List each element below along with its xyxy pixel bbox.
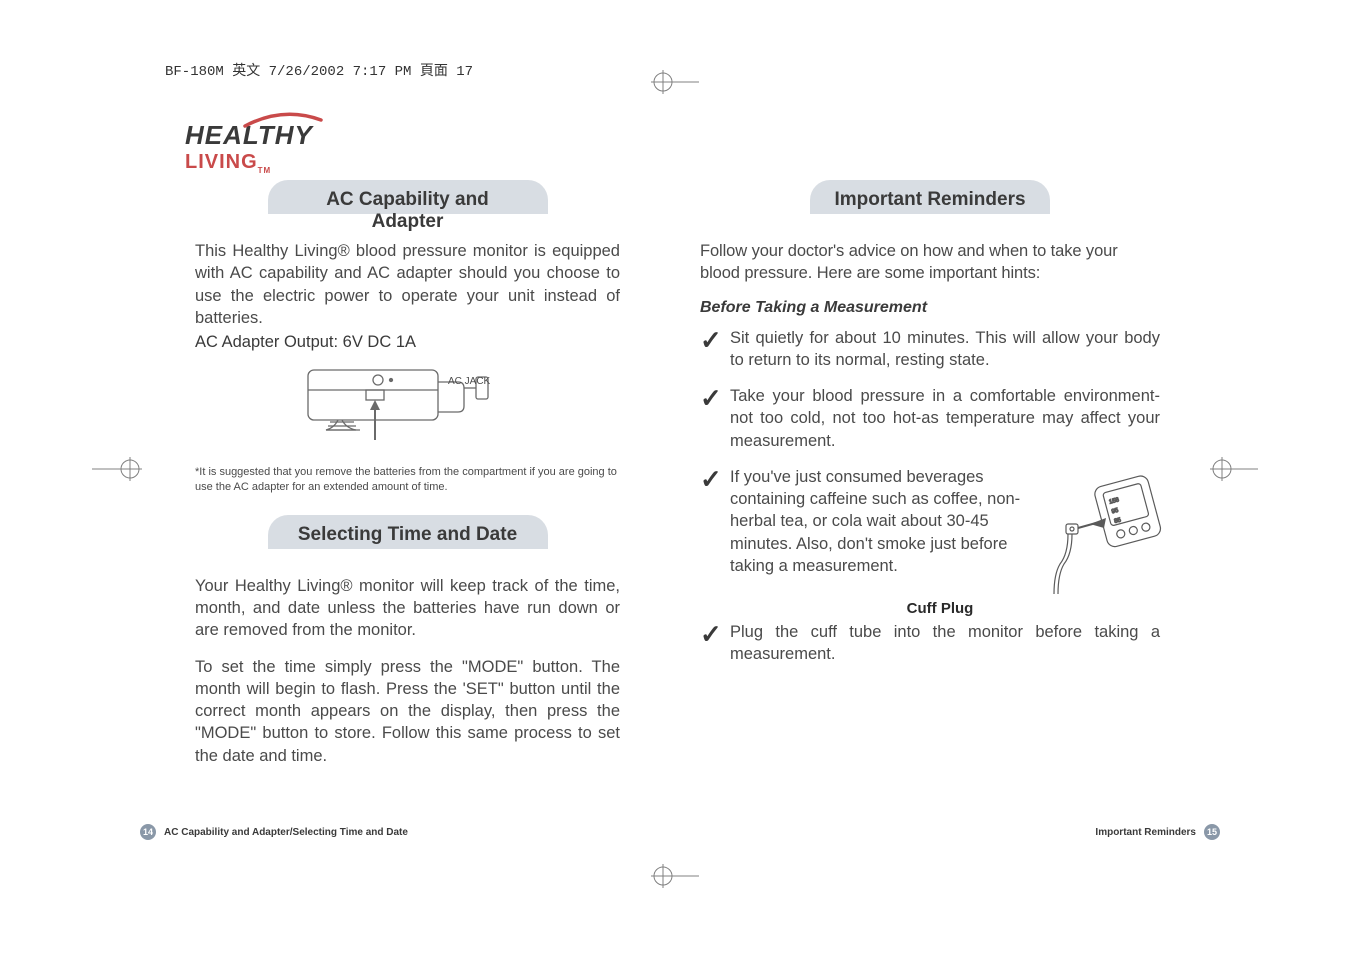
time-para1: Your Healthy Living® monitor will keep t… [195, 575, 620, 642]
reminders-list: ✓ Sit quietly for about 10 minutes. This… [700, 327, 1160, 666]
footer-right: Important Reminders 15 [1095, 824, 1220, 840]
reminder-text-2: Take your blood pressure in a comfortabl… [730, 385, 1160, 452]
ac-jack-label: AC JACK [448, 376, 491, 387]
swoosh-icon [243, 112, 323, 130]
section-heading-reminders: Important Reminders [700, 180, 1160, 230]
section-heading-ac: AC Capability and Adapter [195, 180, 620, 230]
crop-mark-top [651, 68, 701, 96]
reminders-title: Important Reminders [834, 189, 1026, 211]
time-para2: To set the time simply press the "MODE" … [195, 656, 620, 767]
ac-footnote: *It is suggested that you remove the bat… [195, 465, 620, 495]
reminders-intro: Follow your doctor's advice on how and w… [700, 240, 1160, 285]
check-icon: ✓ [700, 327, 730, 353]
logo-tm: TM [258, 166, 272, 175]
logo-line1: HEALTHY [185, 120, 335, 151]
list-item: ✓ If you've just consumed beverages cont… [700, 466, 1160, 586]
crop-mark-left [92, 455, 142, 483]
list-item: ✓ Sit quietly for about 10 minutes. This… [700, 327, 1160, 372]
page-spread: HEALTHY LIVINGTM AC Capability and Adapt… [140, 120, 1220, 840]
page-number-right: 15 [1204, 824, 1220, 840]
monitor-cuff-diagram: 158 95 85 [1030, 466, 1170, 586]
footer-right-text: Important Reminders [1095, 827, 1196, 838]
logo-line2-text: LIVING [185, 151, 258, 173]
check-icon: ✓ [700, 621, 730, 647]
ac-paragraph: This Healthy Living® blood pressure moni… [195, 240, 620, 329]
crop-mark-bottom [651, 862, 701, 890]
cuff-plug-label: Cuff Plug [840, 600, 1040, 617]
page-number-left: 14 [140, 824, 156, 840]
before-heading: Before Taking a Measurement [700, 299, 1160, 317]
footer-left-text: AC Capability and Adapter/Selecting Time… [164, 827, 408, 838]
left-column: AC Capability and Adapter This Healthy L… [195, 180, 620, 767]
reminder-text-1: Sit quietly for about 10 minutes. This w… [730, 327, 1160, 372]
logo-line2: LIVINGTM [185, 151, 335, 175]
list-item: ✓ Take your blood pressure in a comforta… [700, 385, 1160, 452]
time-title: Selecting Time and Date [292, 524, 524, 546]
brand-logo: HEALTHY LIVINGTM [185, 120, 335, 175]
right-column: Important Reminders Follow your doctor's… [700, 180, 1160, 679]
ac-title: AC Capability and Adapter [292, 189, 524, 233]
ac-spec: AC Adapter Output: 6V DC 1A [195, 333, 620, 352]
reminder-text-4: Plug the cuff tube into the monitor befo… [730, 621, 1160, 666]
section-heading-time: Selecting Time and Date [195, 515, 620, 565]
prepress-slug: BF-180M 英文 7/26/2002 7:17 PM 頁面 17 [165, 60, 473, 80]
check-icon: ✓ [700, 466, 730, 492]
list-item: ✓ Plug the cuff tube into the monitor be… [700, 621, 1160, 666]
footer-left: 14 AC Capability and Adapter/Selecting T… [140, 824, 408, 840]
check-icon: ✓ [700, 385, 730, 411]
ac-jack-diagram: AC JACK [195, 362, 620, 457]
